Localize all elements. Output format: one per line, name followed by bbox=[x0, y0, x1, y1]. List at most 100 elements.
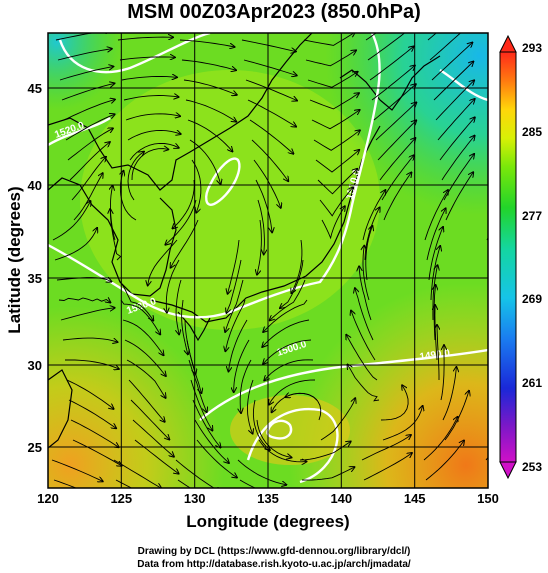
y-tick-label: 35 bbox=[28, 271, 42, 286]
streamline bbox=[68, 399, 116, 428]
x-axis-ticks: 120 125 130 135 140 145 150 bbox=[37, 491, 499, 506]
streamline bbox=[427, 33, 437, 41]
streamline bbox=[490, 2, 530, 40]
streamline bbox=[361, 435, 411, 461]
streamline bbox=[55, 33, 110, 41]
streamline bbox=[51, 459, 103, 481]
streamline bbox=[52, 201, 91, 241]
streamline bbox=[61, 83, 114, 101]
streamline bbox=[190, 379, 212, 431]
streamline bbox=[237, 459, 286, 485]
streamline bbox=[285, 393, 322, 421]
streamline bbox=[123, 96, 179, 101]
plot-frame bbox=[47, 32, 489, 489]
streamline bbox=[65, 114, 115, 141]
map-title: MSM 00Z03Apr2023 (850.0hPa) bbox=[127, 1, 421, 23]
lat-lon-grid bbox=[48, 33, 488, 488]
streamline bbox=[382, 406, 423, 441]
streamline bbox=[301, 467, 354, 481]
streamline bbox=[58, 298, 110, 303]
streamline bbox=[319, 188, 353, 217]
streamline bbox=[257, 199, 264, 254]
colorbar: 293 285 277 269 261 253 bbox=[499, 34, 542, 480]
streamline bbox=[187, 119, 232, 151]
x-tick-label: 125 bbox=[110, 491, 132, 506]
streamline bbox=[247, 379, 254, 434]
streamline bbox=[173, 179, 195, 228]
streamline bbox=[317, 169, 357, 195]
streamline bbox=[257, 219, 262, 275]
y-tick-label: 45 bbox=[28, 81, 42, 96]
streamline bbox=[243, 59, 297, 76]
streamline bbox=[65, 359, 119, 369]
streamline bbox=[429, 33, 462, 61]
streamline bbox=[359, 266, 372, 321]
streamline bbox=[179, 39, 235, 47]
streamline bbox=[367, 33, 406, 61]
streamline bbox=[439, 117, 475, 161]
streamline bbox=[122, 319, 164, 355]
streamline bbox=[240, 359, 252, 413]
drawing-credit: Drawing by DCL (https://www.gfd-dennou.o… bbox=[137, 546, 411, 557]
streamline bbox=[228, 239, 240, 294]
streamline bbox=[313, 130, 360, 151]
streamline bbox=[241, 39, 296, 52]
streamline bbox=[125, 114, 180, 121]
streamline bbox=[249, 119, 293, 154]
streamline bbox=[148, 239, 178, 285]
streamline bbox=[165, 199, 197, 245]
streamline bbox=[311, 110, 360, 130]
streamline bbox=[315, 150, 359, 173]
y-axis-ticks: 25 30 35 40 45 bbox=[28, 81, 42, 455]
x-tick-label: 135 bbox=[257, 491, 279, 506]
streamline bbox=[117, 37, 173, 41]
streamline bbox=[181, 299, 188, 354]
streamline bbox=[363, 453, 412, 481]
streamline bbox=[445, 172, 473, 221]
streamline bbox=[54, 228, 97, 261]
streamline bbox=[369, 47, 414, 81]
streamline bbox=[127, 130, 181, 141]
streamline bbox=[425, 441, 464, 481]
streamline bbox=[124, 339, 166, 376]
streamline bbox=[280, 259, 304, 308]
streamline bbox=[225, 299, 246, 351]
colorbar-min-arrow bbox=[499, 461, 517, 480]
colorbar-tick-label: 253 bbox=[522, 460, 542, 474]
streamline bbox=[440, 345, 444, 401]
streamline bbox=[362, 190, 385, 241]
streamline bbox=[72, 439, 122, 466]
streamline bbox=[381, 155, 414, 201]
streamline bbox=[255, 179, 272, 232]
streamline bbox=[188, 359, 207, 412]
colorbar-tick-label: 277 bbox=[522, 209, 542, 223]
streamline bbox=[380, 385, 409, 421]
streamline bbox=[121, 77, 177, 81]
streamline bbox=[70, 419, 119, 447]
streamline bbox=[177, 479, 192, 488]
contour-label-1490: 1490.0 bbox=[419, 348, 451, 363]
streamline bbox=[321, 206, 345, 240]
map-plot-area: 1520.0 1530.0 1500.0 1490.0 1510.0 bbox=[48, 2, 530, 488]
streamline bbox=[428, 227, 443, 281]
streamline bbox=[430, 246, 440, 301]
y-tick-label: 25 bbox=[28, 440, 42, 455]
streamline bbox=[379, 138, 415, 181]
streamline bbox=[264, 359, 314, 381]
streamline bbox=[263, 339, 312, 364]
streamline bbox=[351, 311, 376, 361]
streamline bbox=[189, 139, 221, 184]
streamline bbox=[423, 417, 458, 461]
streamline bbox=[66, 379, 114, 409]
streamline bbox=[253, 159, 281, 208]
streamline bbox=[226, 259, 242, 313]
streamline bbox=[176, 279, 181, 334]
streamline bbox=[371, 66, 415, 101]
streamline bbox=[424, 190, 448, 241]
streamline bbox=[113, 459, 161, 488]
streamline bbox=[262, 319, 310, 347]
streamline bbox=[71, 157, 106, 201]
streamline bbox=[69, 142, 110, 181]
streamline bbox=[115, 479, 133, 488]
streamline bbox=[307, 72, 358, 88]
